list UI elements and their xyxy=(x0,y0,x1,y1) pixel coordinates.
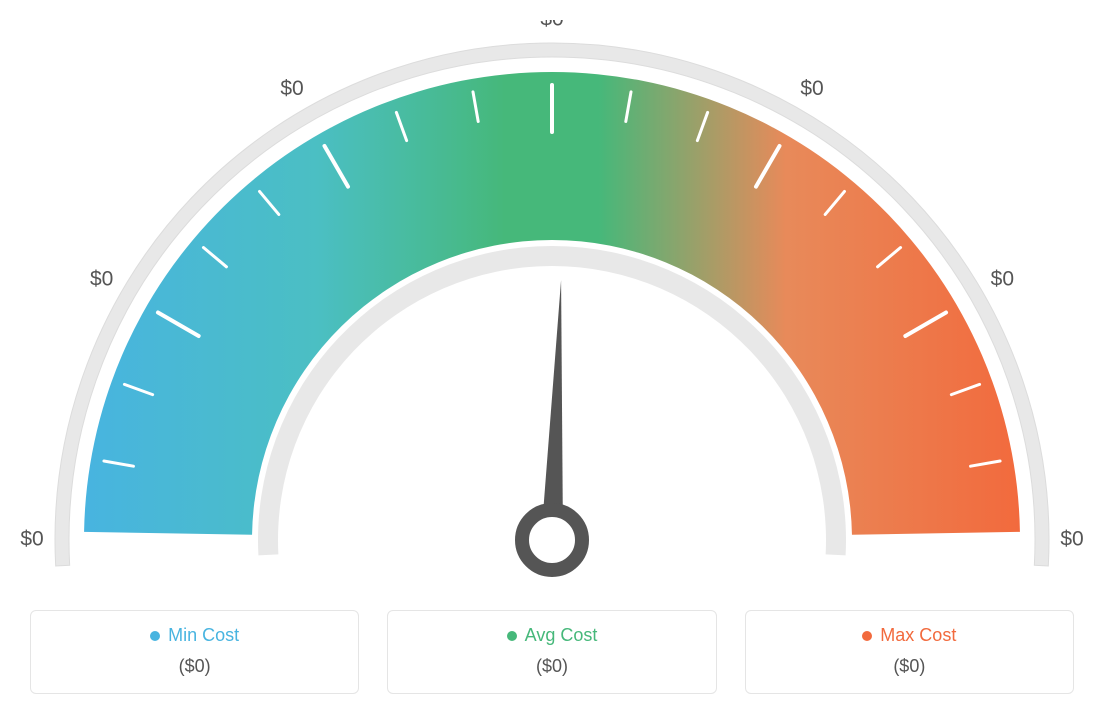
legend-label: Max Cost xyxy=(880,625,956,646)
svg-text:$0: $0 xyxy=(280,77,303,100)
svg-text:$0: $0 xyxy=(20,528,43,551)
gauge-chart: $0 $0 $0 $0 $0 $0 $0 xyxy=(20,20,1084,590)
legend-label: Avg Cost xyxy=(525,625,598,646)
svg-text:$0: $0 xyxy=(800,77,823,100)
legend-card-max: Max Cost ($0) xyxy=(745,610,1074,694)
legend-value-min: ($0) xyxy=(51,656,338,677)
legend-card-avg: Avg Cost ($0) xyxy=(387,610,716,694)
legend-row: Min Cost ($0) Avg Cost ($0) Max Cost ($0… xyxy=(20,610,1084,694)
svg-text:$0: $0 xyxy=(540,20,563,31)
legend-label: Min Cost xyxy=(168,625,239,646)
gauge-svg: $0 $0 $0 $0 $0 $0 $0 xyxy=(20,20,1084,590)
legend-title-max: Max Cost xyxy=(862,625,956,646)
legend-title-avg: Avg Cost xyxy=(507,625,598,646)
legend-value-max: ($0) xyxy=(766,656,1053,677)
dot-icon xyxy=(507,631,517,641)
legend-value-avg: ($0) xyxy=(408,656,695,677)
svg-text:$0: $0 xyxy=(991,268,1014,291)
svg-text:$0: $0 xyxy=(1060,528,1083,551)
legend-card-min: Min Cost ($0) xyxy=(30,610,359,694)
legend-title-min: Min Cost xyxy=(150,625,239,646)
dot-icon xyxy=(862,631,872,641)
svg-text:$0: $0 xyxy=(90,268,113,291)
dot-icon xyxy=(150,631,160,641)
